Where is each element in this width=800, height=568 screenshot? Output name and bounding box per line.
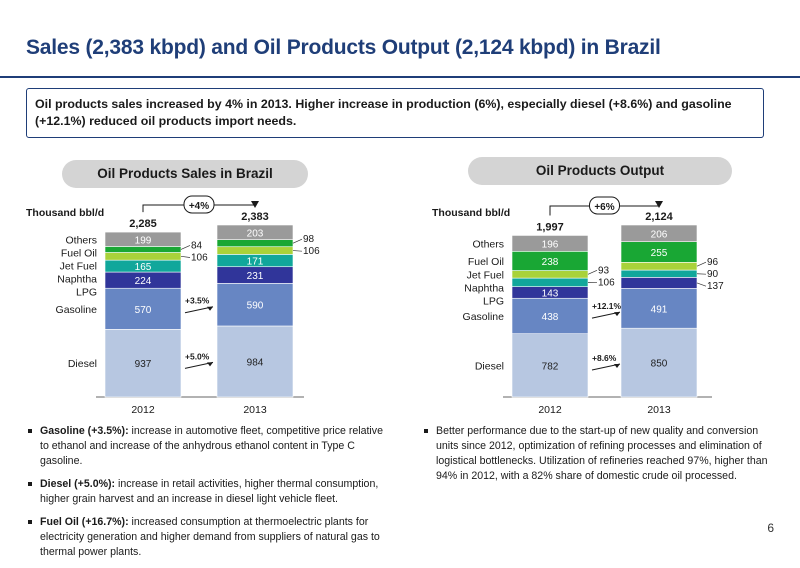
- legend-label-diesel: Diesel: [68, 358, 97, 370]
- x-tick-label: 2012: [131, 404, 155, 416]
- bullet-text: Better performance due to the start-up o…: [436, 425, 768, 482]
- data-label-outside: 106: [598, 277, 615, 288]
- bar-segment-fuel-oil: [217, 240, 293, 247]
- data-label: 782: [542, 361, 559, 372]
- bar-total-label: 1,997: [536, 221, 564, 233]
- growth-annotation: +8.6%: [592, 353, 617, 363]
- output-bullet: Better performance due to the start-up o…: [424, 424, 769, 484]
- data-label-outside: 98: [303, 234, 315, 245]
- bullet-heading: Gasoline (+3.5%):: [40, 425, 129, 437]
- leader-line: [588, 270, 597, 274]
- legend-label-gasoline: Gasoline: [463, 311, 505, 323]
- growth-annotation: +5.0%: [185, 351, 210, 361]
- data-label: 850: [651, 359, 668, 370]
- growth-label: +6%: [594, 202, 614, 213]
- leader-line: [181, 256, 190, 257]
- leader-line: [293, 251, 302, 252]
- y-axis-label: Thousand bbl/d: [432, 207, 510, 219]
- growth-annotation: +3.5%: [185, 296, 210, 306]
- x-tick-label: 2013: [647, 404, 671, 416]
- bar-segment-lpg: [621, 277, 697, 288]
- legend-label-lpg: LPG: [76, 286, 97, 298]
- data-label-outside: 93: [598, 265, 610, 276]
- growth-bracket-arrowhead: [655, 201, 663, 208]
- data-label: 570: [135, 305, 152, 316]
- data-label: 937: [135, 359, 152, 370]
- data-label: 196: [542, 239, 559, 250]
- output-bullets: Better performance due to the start-up o…: [424, 424, 769, 492]
- sales-bullet: Diesel (+5.0%): increase in retail activ…: [28, 477, 390, 507]
- growth-annotation: +12.1%: [592, 301, 622, 311]
- data-label: 590: [247, 301, 264, 312]
- data-label: 491: [651, 304, 668, 315]
- data-label-outside: 90: [707, 269, 719, 280]
- data-label: 224: [135, 276, 152, 287]
- growth-label: +4%: [189, 201, 209, 212]
- legend-label-gasoline: Gasoline: [56, 304, 98, 316]
- legend-label-others: Others: [472, 238, 504, 250]
- bar-total-label: 2,124: [645, 211, 673, 223]
- legend-label-fuel-oil: Fuel Oil: [468, 256, 504, 268]
- data-label-outside: 137: [707, 281, 724, 292]
- legend-label-jet-fuel: Jet Fuel: [467, 269, 504, 281]
- growth-arrowhead: [614, 312, 620, 316]
- data-label: 255: [651, 248, 668, 259]
- data-label: 171: [247, 257, 264, 268]
- bar-segment-jet-fuel: [512, 271, 588, 279]
- bullet-heading: Fuel Oil (+16.7%):: [40, 516, 129, 528]
- growth-arrowhead: [614, 364, 620, 368]
- data-label: 231: [247, 271, 264, 282]
- leader-line: [181, 245, 190, 249]
- data-label-outside: 106: [303, 246, 320, 257]
- x-tick-label: 2013: [243, 404, 267, 416]
- legend-label-naphtha: Naphtha: [464, 282, 504, 294]
- bar-segment-naphtha: [621, 270, 697, 277]
- legend-label-naphtha: Naphtha: [57, 273, 97, 285]
- data-label: 206: [651, 229, 668, 240]
- y-axis-label: Thousand bbl/d: [26, 207, 104, 219]
- legend-label-diesel: Diesel: [475, 360, 504, 372]
- data-label: 143: [542, 288, 559, 299]
- data-label: 199: [135, 235, 152, 246]
- legend-label-others: Others: [65, 234, 97, 246]
- data-label-outside: 96: [707, 257, 719, 268]
- data-label: 238: [542, 257, 559, 268]
- growth-arrowhead: [207, 362, 213, 366]
- legend-label-lpg: LPG: [483, 295, 504, 307]
- legend-label-fuel-oil: Fuel Oil: [61, 247, 97, 259]
- page-number: 6: [767, 521, 774, 535]
- growth-arrowhead: [207, 307, 213, 311]
- data-label: 203: [247, 228, 264, 239]
- data-label: 438: [542, 312, 559, 323]
- leader-line: [697, 283, 706, 286]
- data-label: 165: [135, 262, 152, 273]
- bar-segment-jet-fuel: [105, 252, 181, 260]
- sales-bullets: Gasoline (+3.5%): increase in automotive…: [28, 424, 390, 568]
- data-label-outside: 84: [191, 240, 203, 251]
- data-label: 984: [247, 357, 264, 368]
- sales-bullet: Gasoline (+3.5%): increase in automotive…: [28, 424, 390, 469]
- bar-segment-naphtha: [512, 278, 588, 287]
- bar-segment-jet-fuel: [621, 262, 697, 270]
- bar-total-label: 2,285: [129, 218, 157, 230]
- leader-line: [697, 262, 706, 266]
- bullet-heading: Diesel (+5.0%):: [40, 478, 115, 490]
- leader-line: [293, 239, 302, 243]
- bar-segment-jet-fuel: [217, 247, 293, 255]
- x-tick-label: 2012: [538, 404, 562, 416]
- bar-segment-fuel-oil: [105, 246, 181, 252]
- data-label-outside: 106: [191, 252, 208, 263]
- sales-bullet: Fuel Oil (+16.7%): increased consumption…: [28, 515, 390, 560]
- bar-total-label: 2,383: [241, 211, 269, 223]
- legend-label-jet-fuel: Jet Fuel: [60, 260, 97, 272]
